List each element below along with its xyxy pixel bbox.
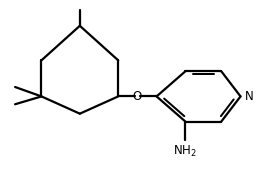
Text: O: O [133,90,142,103]
Text: NH$_2$: NH$_2$ [173,144,197,159]
Text: N: N [245,90,254,103]
